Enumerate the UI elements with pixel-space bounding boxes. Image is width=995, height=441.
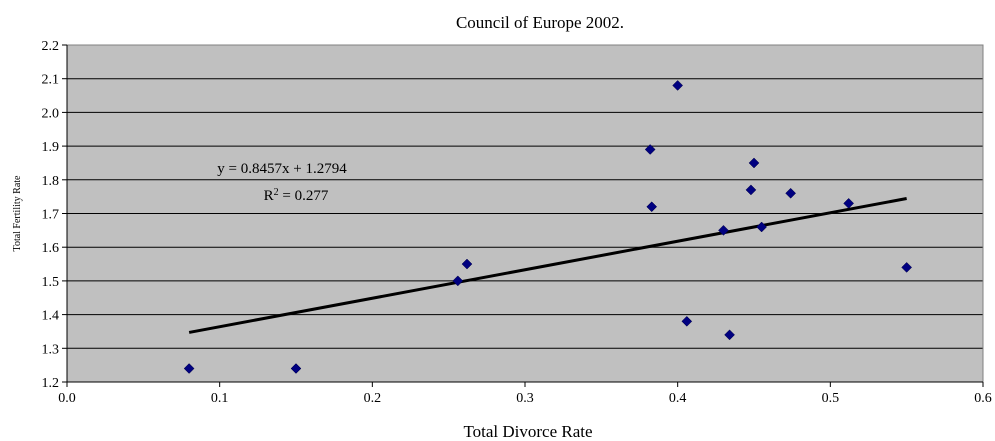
r-squared-value: = 0.277 [279, 188, 329, 204]
y-tick-label: 1.9 [42, 140, 60, 155]
y-tick-label: 1.7 [42, 208, 60, 223]
y-tick-label: 1.4 [42, 309, 60, 324]
r-squared-superscript: 2 [274, 187, 279, 198]
x-axis-label: Total Divorce Rate [463, 422, 592, 441]
data-point [183, 363, 195, 374]
data-point [901, 262, 913, 273]
y-axis-ticks: 1.2 1.3 1.4 1.5 1.6 1.7 1.8 1.9 2.0 2.1 2.2 [42, 39, 68, 391]
data-points [183, 80, 913, 374]
trendline-r-squared: R2 = 0.277 [264, 187, 329, 205]
data-point [748, 157, 760, 169]
y-tick-label: 2.0 [42, 106, 60, 121]
data-point [785, 187, 796, 199]
plot-area [66, 44, 984, 383]
data-point [756, 221, 767, 233]
data-point [718, 224, 729, 236]
x-tick-label: 0.3 [516, 391, 534, 406]
data-point [681, 315, 693, 327]
y-tick-label: 1.8 [42, 174, 60, 189]
x-tick-label: 0.2 [364, 391, 382, 406]
x-tick-label: 0.5 [822, 391, 840, 406]
x-tick-label: 0.0 [58, 391, 76, 406]
data-point [290, 363, 302, 374]
y-axis-label: Total Fertility Rate [12, 175, 23, 252]
y-tick-label: 1.2 [42, 376, 60, 391]
y-tick-label: 2.1 [42, 73, 60, 88]
data-point [644, 144, 656, 155]
y-tick-label: 2.2 [42, 39, 60, 54]
trendline [188, 197, 907, 334]
y-tick-label: 1.6 [42, 241, 60, 256]
trendline-group [188, 197, 907, 334]
data-point [646, 201, 658, 213]
data-point [672, 80, 684, 91]
x-tick-label: 0.4 [669, 391, 687, 406]
x-tick-label: 0.1 [211, 391, 229, 406]
y-tick-label: 1.3 [42, 342, 60, 357]
chart-title: Council of Europe 2002. [456, 13, 624, 32]
data-point [461, 258, 473, 270]
trendline-equation: y = 0.8457x + 1.2794 [217, 161, 347, 177]
data-point [724, 329, 735, 341]
r-squared-symbol: R [264, 188, 274, 204]
x-tick-label: 0.6 [974, 391, 992, 406]
x-axis-ticks: 0.0 0.1 0.2 0.3 0.4 0.5 0.6 [58, 381, 992, 406]
data-point [843, 198, 855, 209]
data-point [452, 275, 464, 287]
y-tick-label: 1.5 [42, 275, 60, 290]
data-point [745, 184, 757, 196]
